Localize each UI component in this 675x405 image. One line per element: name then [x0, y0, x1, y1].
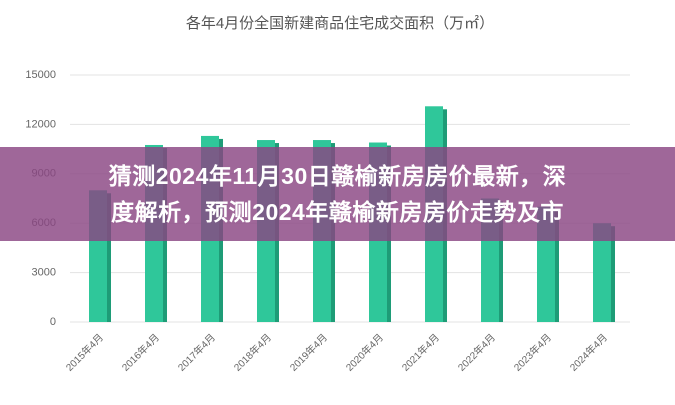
bar	[593, 223, 611, 322]
overlay-banner: 猜测2024年11月30日赣榆新房房价最新，深 度解析，预测2024年赣榆新房房…	[0, 147, 675, 241]
overlay-line: 度解析，预测2024年赣榆新房房价走势及市	[111, 199, 564, 225]
x-tick-label: 2021年4月	[399, 331, 442, 374]
bar-side	[498, 201, 503, 322]
x-tick-label: 2023年4月	[511, 331, 554, 374]
bar-side	[610, 226, 615, 322]
x-tick-label: 2019年4月	[287, 331, 330, 374]
x-tick-label: 2015年4月	[63, 331, 106, 374]
x-tick-label: 2020年4月	[343, 331, 386, 374]
bar-side	[554, 209, 559, 322]
x-tick-label: 2024年4月	[567, 331, 610, 374]
chart-title: 各年4月份全国新建商品住宅成交面积（万㎡）	[186, 14, 494, 32]
y-tick-label: 15000	[25, 69, 56, 81]
y-tick-label: 3000	[32, 267, 56, 279]
x-tick-label: 2016年4月	[119, 331, 162, 374]
y-tick-label: 0	[50, 316, 56, 328]
overlay-line: 猜测2024年11月30日赣榆新房房价最新，深	[108, 163, 567, 189]
x-tick-label: 2022年4月	[455, 331, 498, 374]
x-tick-label: 2018年4月	[231, 331, 274, 374]
x-tick-label: 2017年4月	[175, 331, 218, 374]
bar-side	[106, 193, 111, 322]
y-tick-label: 12000	[25, 118, 56, 130]
